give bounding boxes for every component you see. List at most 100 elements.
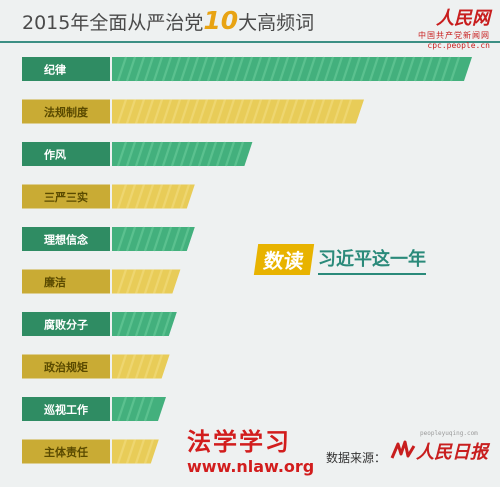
- bar-stripe: [242, 56, 254, 82]
- bar-stripe: [116, 439, 128, 464]
- category-label-box: [22, 354, 110, 379]
- bar-stripe: [377, 56, 389, 82]
- bar-stripe: [386, 56, 398, 82]
- bar-stripe: [431, 56, 443, 82]
- bar-stripe: [116, 354, 128, 379]
- bar-stripe: [296, 99, 308, 124]
- bar-stripe: [143, 184, 155, 209]
- bar-stripe: [260, 99, 272, 124]
- bar-stripe: [341, 99, 353, 124]
- category-label-box: [22, 269, 110, 294]
- bar-stripe: [188, 141, 200, 167]
- category-label-box: [22, 439, 110, 464]
- bar-stripe: [251, 56, 263, 82]
- bar-stripe: [296, 56, 308, 82]
- footer-brand-name: 法学学习: [187, 428, 291, 456]
- bar-stripe: [287, 56, 299, 82]
- bar-stripe: [116, 99, 128, 124]
- bar-stripe: [161, 226, 173, 252]
- bar-stripe: [116, 226, 128, 252]
- people-daily-logo[interactable]: 人民网 中国共产党新闻网 cpc.people.cn: [418, 4, 490, 50]
- bar-stripe: [170, 141, 182, 167]
- bar-stripe: [170, 99, 182, 124]
- bar-stripe: [395, 56, 407, 82]
- bar-stripe: [278, 56, 290, 82]
- bar-stripe: [269, 99, 281, 124]
- page-title: 2015年全面从严治党10大高频词: [22, 6, 314, 35]
- feature-badge: 数读 习近平这一年: [253, 244, 426, 275]
- bar-stripe: [143, 311, 155, 337]
- bar-stripe: [161, 311, 173, 337]
- bar-stripe: [116, 396, 128, 422]
- bar-stripe: [287, 99, 299, 124]
- bar-stripe: [323, 56, 335, 82]
- bar-stripe: [197, 99, 209, 124]
- bar-stripe: [161, 56, 173, 82]
- badge-label: 数读: [253, 244, 315, 275]
- bar-stripe: [422, 56, 434, 82]
- bar-stripe: [251, 99, 263, 124]
- category-label: 作风: [44, 148, 66, 162]
- bar-stripe: [305, 99, 317, 124]
- bar-stripe: [269, 56, 281, 82]
- source-site: peopleyuqing.com: [420, 430, 478, 437]
- bar-stripe: [161, 99, 173, 124]
- bar-stripe: [197, 141, 209, 167]
- bar-stripe: [215, 141, 227, 167]
- badge-text: 习近平这一年: [318, 245, 426, 275]
- bar-stripe: [134, 141, 146, 167]
- title-number: 10: [203, 6, 239, 35]
- title-divider: [0, 41, 500, 43]
- bar-stripe: [116, 56, 128, 82]
- bar-stripe: [134, 56, 146, 82]
- bar-stripe: [116, 269, 128, 294]
- bar-stripe: [233, 141, 245, 167]
- bar-stripe: [170, 56, 182, 82]
- bar-stripe: [134, 269, 146, 294]
- bar-stripe: [125, 184, 137, 209]
- bar-stripe: [206, 99, 218, 124]
- bar-stripe: [404, 56, 416, 82]
- bar-stripe: [368, 56, 380, 82]
- category-label-box: [22, 397, 110, 421]
- category-label-box: [22, 184, 110, 209]
- bar-stripe: [206, 141, 218, 167]
- bar-stripe: [449, 56, 461, 82]
- bar-stripe: [413, 56, 425, 82]
- bar-stripe: [125, 56, 137, 82]
- bar-stripe: [179, 99, 191, 124]
- bar-stripe: [305, 56, 317, 82]
- bar-stripe: [116, 311, 128, 337]
- category-label-box: [22, 99, 110, 124]
- source-logo: 人民日报 peopleyuqing.com: [390, 430, 488, 464]
- bar-stripe: [440, 56, 452, 82]
- bar-stripe: [260, 56, 272, 82]
- bar-stripe: [215, 56, 227, 82]
- bar-stripe: [143, 141, 155, 167]
- bar-stripe: [152, 99, 164, 124]
- footer-brand[interactable]: 法学学习 www.nlaw.org: [187, 422, 314, 476]
- logo-brand: 人民网: [436, 8, 490, 29]
- bar-stripe: [134, 396, 146, 422]
- bar-stripe: [152, 56, 164, 82]
- bar-stripe: [152, 184, 164, 209]
- bar-stripe: [152, 354, 164, 379]
- bar-stripe: [341, 56, 353, 82]
- bar-stripe: [134, 354, 146, 379]
- bar-stripe: [134, 439, 146, 464]
- bar-stripe: [152, 141, 164, 167]
- category-label: 政治规矩: [44, 360, 88, 374]
- bar-stripe: [179, 56, 191, 82]
- category-label-box: [22, 142, 110, 166]
- bar-stripe: [161, 269, 173, 294]
- bar-stripe: [179, 184, 191, 209]
- bar-stripe: [278, 99, 290, 124]
- bar-stripe: [359, 56, 371, 82]
- bar-stripe: [233, 56, 245, 82]
- category-label-box: [22, 227, 110, 251]
- bar-stripe: [188, 56, 200, 82]
- bar-stripe: [152, 226, 164, 252]
- bar-stripe: [314, 99, 326, 124]
- bar-stripe: [170, 226, 182, 252]
